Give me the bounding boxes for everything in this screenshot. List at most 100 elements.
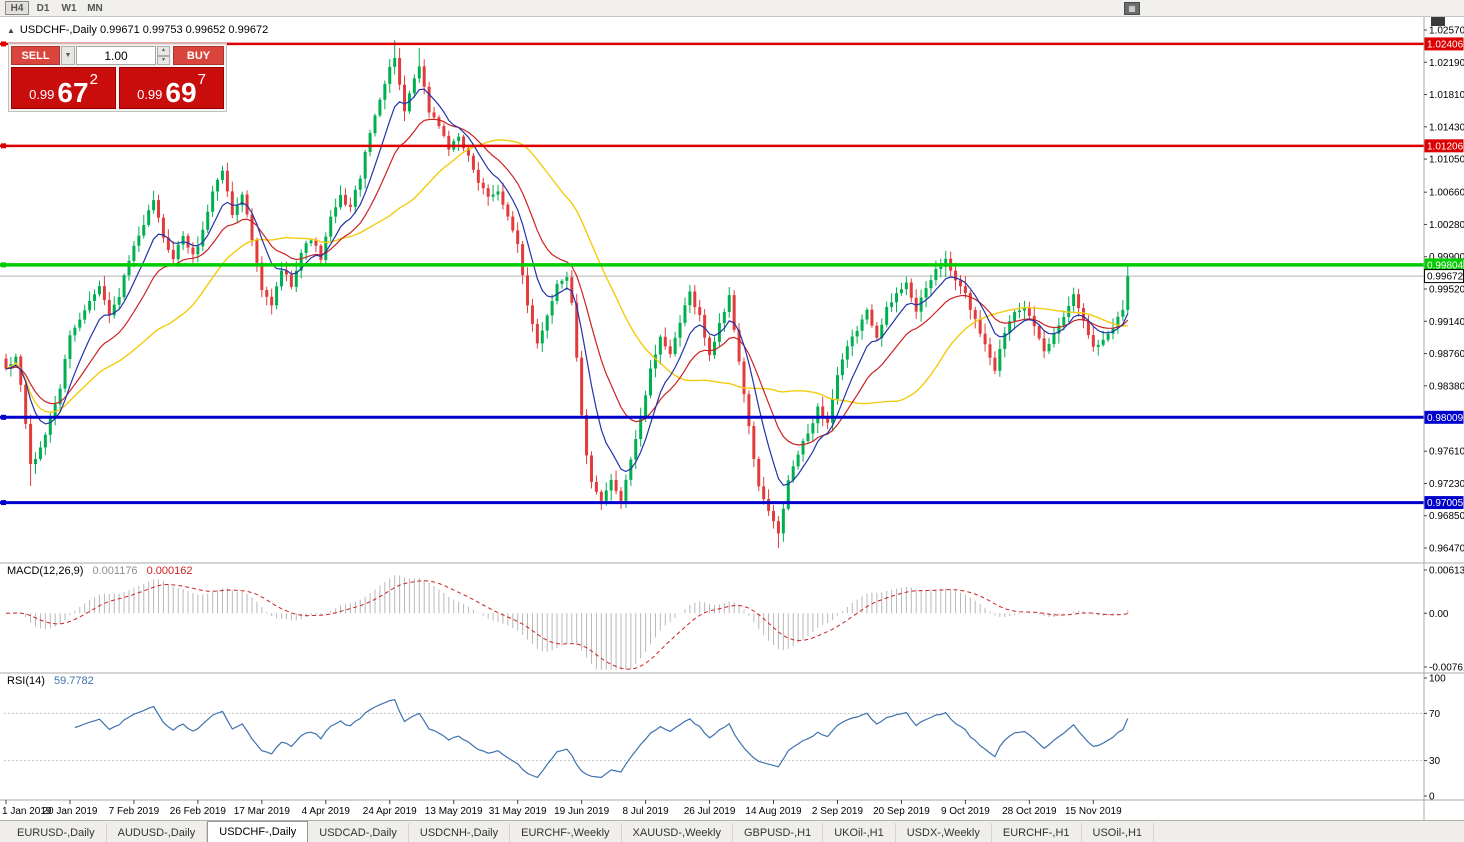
tile-windows-icon[interactable]: ▦ <box>1124 2 1140 15</box>
svg-text:2 Sep 2019: 2 Sep 2019 <box>812 806 864 817</box>
chart-tab-usoil-h1[interactable]: USOil-,H1 <box>1082 823 1155 842</box>
chart-tab-xauusd-weekly[interactable]: XAUUSD-,Weekly <box>622 823 733 842</box>
one-click-price-row: 0.99 67 2 0.99 69 7 <box>11 67 224 109</box>
macd-signal-line <box>5 580 1128 670</box>
sell-button[interactable]: SELL <box>11 46 60 65</box>
buy-price-box[interactable]: 0.99 69 7 <box>119 67 224 109</box>
chart-tab-usdchf-daily[interactable]: USDCHF-,Daily <box>207 821 309 842</box>
svg-text:1.02406: 1.02406 <box>1427 39 1464 50</box>
chart-title-text: USDCHF-,Daily 0.99671 0.99753 0.99652 0.… <box>19 24 269 36</box>
rsi-name: RSI(14) <box>7 675 45 687</box>
svg-text:26 Feb 2019: 26 Feb 2019 <box>170 806 227 817</box>
chart-title: ▲ USDCHF-,Daily 0.99671 0.99753 0.99652 … <box>7 24 268 36</box>
sell-price-box[interactable]: 0.99 67 2 <box>11 67 116 109</box>
svg-text:15 Nov 2019: 15 Nov 2019 <box>1065 806 1122 817</box>
level-anchor-0.99804[interactable] <box>1 262 6 268</box>
level-anchor-1.01206[interactable] <box>1 143 6 149</box>
price-axis-ticks: 1.02570 1.02190 1.01810 1.01430 1.01050 1.006… <box>1424 26 1464 555</box>
svg-text:1.01206: 1.01206 <box>1427 141 1464 152</box>
volume-spinner: ▲ ▼ <box>157 46 170 65</box>
svg-text:14 Aug 2019: 14 Aug 2019 <box>745 806 802 817</box>
svg-text:17 Mar 2019: 17 Mar 2019 <box>234 806 291 817</box>
svg-text:0.98380: 0.98380 <box>1429 381 1464 392</box>
svg-text:0.99804: 0.99804 <box>1427 260 1464 271</box>
rsi-axis-ticks: 100 70 30 0 <box>1424 674 1446 803</box>
svg-text:0.98009: 0.98009 <box>1427 413 1464 424</box>
svg-text:0.96850: 0.96850 <box>1429 511 1464 522</box>
svg-text:0.98760: 0.98760 <box>1429 349 1464 360</box>
ma-fast-line <box>5 88 1129 486</box>
sell-price-sup: 2 <box>89 71 98 88</box>
chart-window-controls[interactable] <box>1431 17 1445 26</box>
macd-main-value: 0.001176 <box>92 565 138 577</box>
svg-text:4 Apr 2019: 4 Apr 2019 <box>302 806 351 817</box>
chart-tab-usdcad-daily[interactable]: USDCAD-,Daily <box>308 823 409 842</box>
volume-input[interactable] <box>76 46 156 65</box>
level-anchor-0.97005[interactable] <box>1 500 6 506</box>
level-anchor-1.02406[interactable] <box>1 41 6 47</box>
level-tag-1.02406 <box>1424 37 1464 51</box>
level-anchor-0.98009[interactable] <box>1 414 6 420</box>
svg-text:1.01050: 1.01050 <box>1429 155 1464 166</box>
symbol-arrow-icon: ▲ <box>7 25 15 35</box>
chart-window: 1.02570 1.02190 1.01810 1.01430 1.01050 1.006… <box>0 17 1464 820</box>
timeframe-button-mn[interactable]: MN <box>83 1 107 15</box>
macd-histogram <box>10 575 1129 670</box>
svg-text:19 Jun 2019: 19 Jun 2019 <box>554 806 609 817</box>
timeframe-button-d1[interactable]: D1 <box>31 1 55 15</box>
svg-text:13 May 2019: 13 May 2019 <box>425 806 483 817</box>
chart-tab-usdcnh-daily[interactable]: USDCNH-,Daily <box>409 823 511 842</box>
svg-text:0.97230: 0.97230 <box>1429 479 1464 490</box>
chart-tabbar: EURUSD-,Daily AUDUSD-,Daily USDCHF-,Daily U… <box>0 820 1464 842</box>
svg-text:1.02570: 1.02570 <box>1429 26 1464 37</box>
buy-price-prefix: 0.99 <box>137 87 163 102</box>
svg-text:0.96470: 0.96470 <box>1429 544 1464 555</box>
level-tag-0.99804 <box>1424 258 1464 272</box>
buy-price-sup: 7 <box>197 71 206 88</box>
chart-tab-usdx-weekly[interactable]: USDX-,Weekly <box>896 823 992 842</box>
svg-text:0.97610: 0.97610 <box>1429 447 1464 458</box>
chart-tab-ukoil-h1[interactable]: UKOil-,H1 <box>823 823 896 842</box>
timeframe-button-w1[interactable]: W1 <box>57 1 81 15</box>
svg-text:20 Sep 2019: 20 Sep 2019 <box>873 806 930 817</box>
svg-text:7 Feb 2019: 7 Feb 2019 <box>109 806 160 817</box>
svg-text:1.02190: 1.02190 <box>1429 58 1464 69</box>
svg-text:30: 30 <box>1429 756 1441 767</box>
buy-button[interactable]: BUY <box>173 46 224 65</box>
volume-up-button[interactable]: ▲ <box>157 46 170 56</box>
svg-text:1 Jan 2019: 1 Jan 2019 <box>2 806 52 817</box>
macd-name: MACD(12,26,9) <box>7 565 84 577</box>
chart-tab-eurchf-h1[interactable]: EURCHF-,H1 <box>992 823 1082 842</box>
ma-mid-line <box>5 118 1129 446</box>
price-chart[interactable]: 1.02570 1.02190 1.01810 1.01430 1.01050 1.006… <box>0 17 1464 820</box>
macd-label: MACD(12,26,9) 0.001176 0.000162 <box>7 565 193 577</box>
chart-tab-eurchf-weekly[interactable]: EURCHF-,Weekly <box>510 823 622 842</box>
svg-text:1.00280: 1.00280 <box>1429 220 1464 231</box>
one-click-order-row: SELL ▼ ▲ ▼ BUY <box>11 46 224 65</box>
rsi-label: RSI(14) 59.7782 <box>7 675 94 687</box>
chart-tab-audusd-daily[interactable]: AUDUSD-,Daily <box>107 823 208 842</box>
svg-text:0: 0 <box>1429 792 1435 803</box>
ma-slow-line <box>5 139 1128 413</box>
volume-dropdown-button[interactable]: ▼ <box>61 46 75 65</box>
timeframe-buttons: H4 D1 W1 MN <box>5 1 107 15</box>
svg-text:1.00660: 1.00660 <box>1429 188 1464 199</box>
chart-tab-eurusd-daily[interactable]: EURUSD-,Daily <box>6 823 107 842</box>
one-click-trading-panel: SELL ▼ ▲ ▼ BUY 0.99 67 2 0.99 69 7 <box>8 43 227 112</box>
level-tag-1.01206 <box>1424 139 1464 153</box>
volume-down-button[interactable]: ▼ <box>157 55 170 65</box>
svg-text:24 Apr 2019: 24 Apr 2019 <box>363 806 417 817</box>
svg-text:0.00: 0.00 <box>1429 609 1449 620</box>
level-tag-0.98009 <box>1424 410 1464 424</box>
svg-text:28 Oct 2019: 28 Oct 2019 <box>1002 806 1057 817</box>
svg-text:1.01430: 1.01430 <box>1429 122 1464 133</box>
chart-tab-gbpusd-h1[interactable]: GBPUSD-,H1 <box>733 823 824 842</box>
svg-text:1.01810: 1.01810 <box>1429 90 1464 101</box>
svg-text:0.99672: 0.99672 <box>1427 272 1464 283</box>
timeframe-button-h4[interactable]: H4 <box>5 1 29 15</box>
macd-signal-value: 0.000162 <box>146 565 193 577</box>
candles <box>4 40 1130 548</box>
